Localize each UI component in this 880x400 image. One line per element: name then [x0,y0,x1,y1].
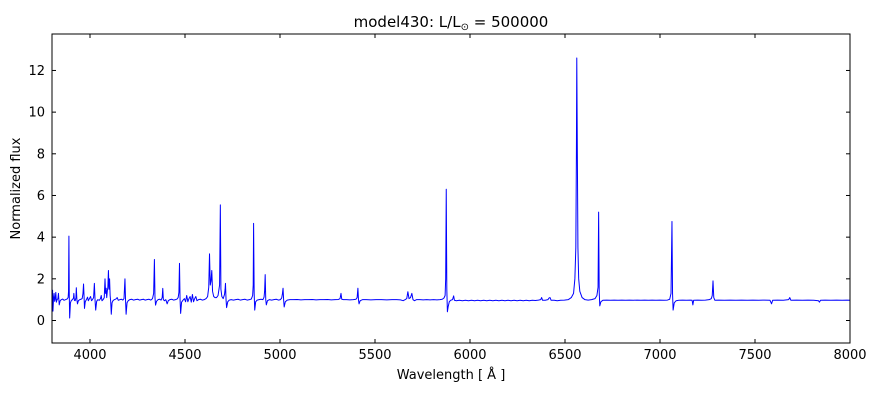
plot-area: 4000 4500 5000 5500 6000 6500 7000 7500 8000 0 2 4 6… [28,33,867,363]
x-axis-label: Wavelength [ Å ] [397,367,506,383]
x-tick-label: 5000 [263,348,296,363]
x-tick-label: 7000 [643,348,676,363]
x-tick-label: 6000 [453,348,486,363]
chart-title: model430: L/L⊙ = 500000 [354,13,549,33]
y-tick-label: 4 [37,231,45,246]
x-tick-label: 4000 [73,348,106,363]
chart-title-suffix: = 500000 [469,13,548,31]
y-tick-label: 8 [37,147,45,162]
y-tick-label: 12 [28,64,45,79]
y-tick-label: 6 [37,189,45,204]
y-tick-label: 2 [37,272,45,287]
y-tick-label: 10 [28,106,45,121]
spectrum-line [51,57,851,319]
x-tick-label: 7500 [738,348,771,363]
x-tick-label: 4500 [168,348,201,363]
y-tick-label: 0 [37,314,45,329]
x-tick-label: 8000 [833,348,866,363]
sun-symbol: ⊙ [461,22,469,33]
chart-title-prefix: model430: L/L [354,13,462,31]
x-tick-label: 5500 [358,348,391,363]
y-axis-label: Normalized flux [9,137,24,239]
axes-frame [51,33,851,344]
x-tick-label: 6500 [548,348,581,363]
